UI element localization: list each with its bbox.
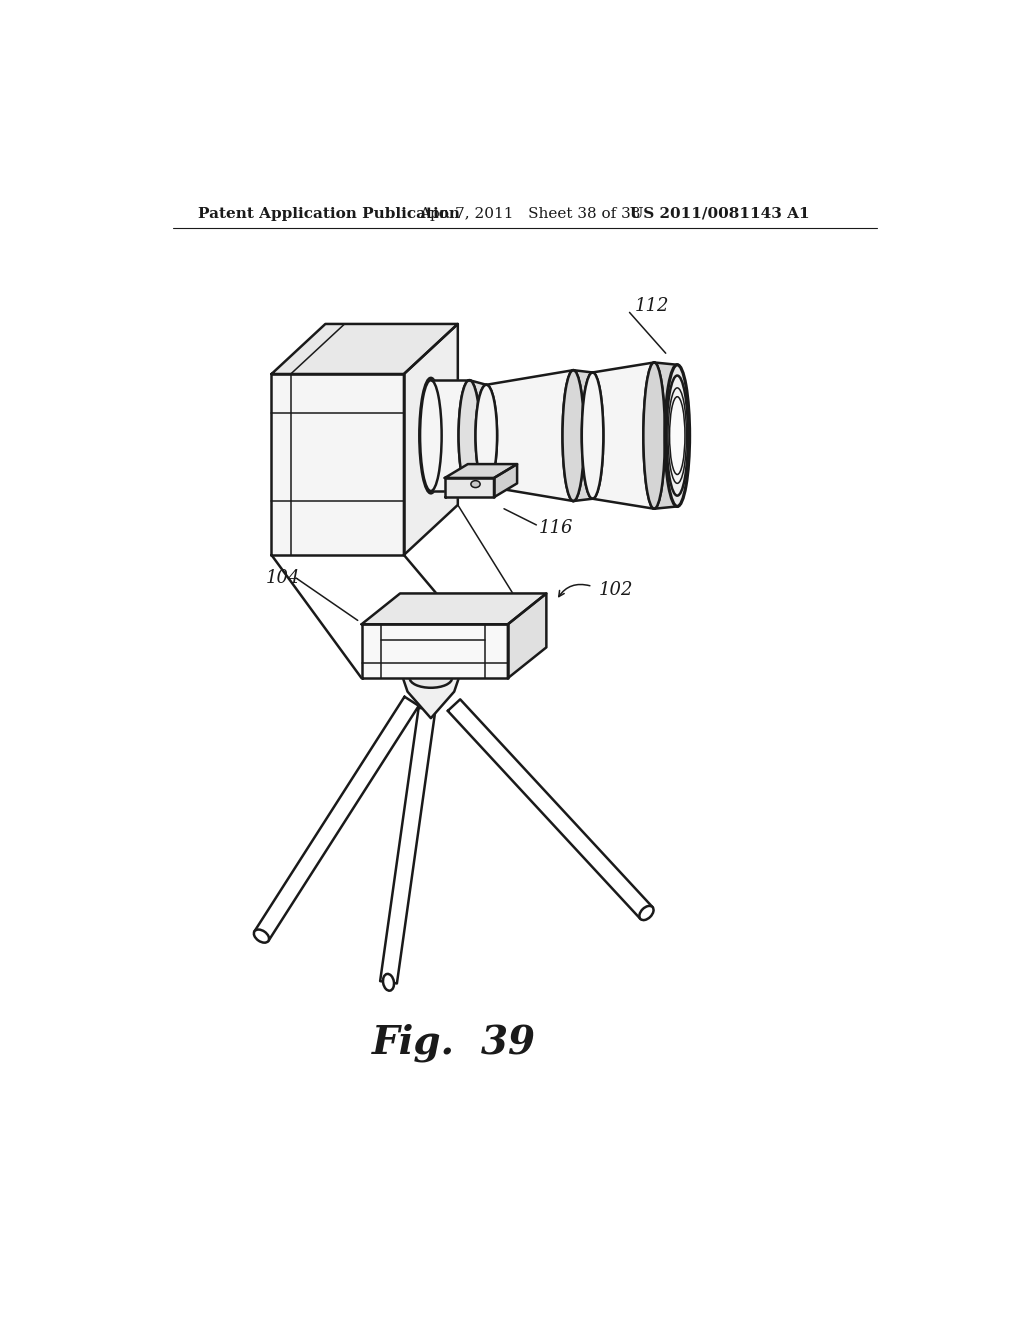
Ellipse shape: [639, 906, 653, 920]
Polygon shape: [271, 374, 403, 554]
Ellipse shape: [420, 380, 441, 491]
Ellipse shape: [562, 370, 584, 502]
Ellipse shape: [459, 380, 480, 491]
Text: Apr. 7, 2011   Sheet 38 of 38: Apr. 7, 2011 Sheet 38 of 38: [419, 207, 641, 220]
Ellipse shape: [254, 929, 269, 942]
Polygon shape: [444, 478, 494, 498]
Polygon shape: [444, 465, 517, 478]
Ellipse shape: [422, 385, 440, 486]
Text: 112: 112: [635, 297, 670, 315]
Text: Patent Application Publication: Patent Application Publication: [199, 207, 461, 220]
Polygon shape: [593, 363, 654, 508]
Polygon shape: [447, 700, 652, 919]
Text: US 2011/0081143 A1: US 2011/0081143 A1: [630, 207, 809, 220]
Polygon shape: [403, 323, 458, 554]
Ellipse shape: [562, 370, 584, 502]
Ellipse shape: [665, 364, 689, 507]
Text: 104: 104: [265, 569, 300, 587]
Polygon shape: [469, 380, 486, 491]
Ellipse shape: [471, 480, 480, 487]
Polygon shape: [573, 370, 593, 502]
Polygon shape: [486, 370, 573, 502]
Ellipse shape: [643, 363, 665, 508]
Ellipse shape: [459, 380, 480, 491]
Ellipse shape: [475, 385, 497, 487]
Ellipse shape: [643, 363, 665, 508]
Text: 116: 116: [539, 519, 573, 537]
Ellipse shape: [582, 372, 603, 499]
Ellipse shape: [667, 364, 688, 507]
Polygon shape: [361, 624, 508, 678]
Text: 102: 102: [599, 581, 633, 598]
Polygon shape: [361, 594, 547, 624]
Polygon shape: [508, 594, 547, 678]
Polygon shape: [396, 651, 466, 718]
Polygon shape: [271, 323, 458, 374]
Polygon shape: [654, 363, 677, 508]
Ellipse shape: [419, 378, 442, 494]
Text: Fig.  39: Fig. 39: [372, 1023, 536, 1061]
Polygon shape: [254, 697, 419, 941]
Ellipse shape: [582, 372, 603, 499]
Ellipse shape: [668, 388, 686, 483]
Ellipse shape: [667, 376, 688, 496]
Polygon shape: [431, 380, 469, 491]
Ellipse shape: [475, 385, 497, 487]
Polygon shape: [380, 708, 435, 983]
Polygon shape: [494, 465, 517, 498]
Ellipse shape: [410, 668, 452, 688]
Ellipse shape: [670, 397, 685, 474]
Ellipse shape: [383, 974, 394, 991]
